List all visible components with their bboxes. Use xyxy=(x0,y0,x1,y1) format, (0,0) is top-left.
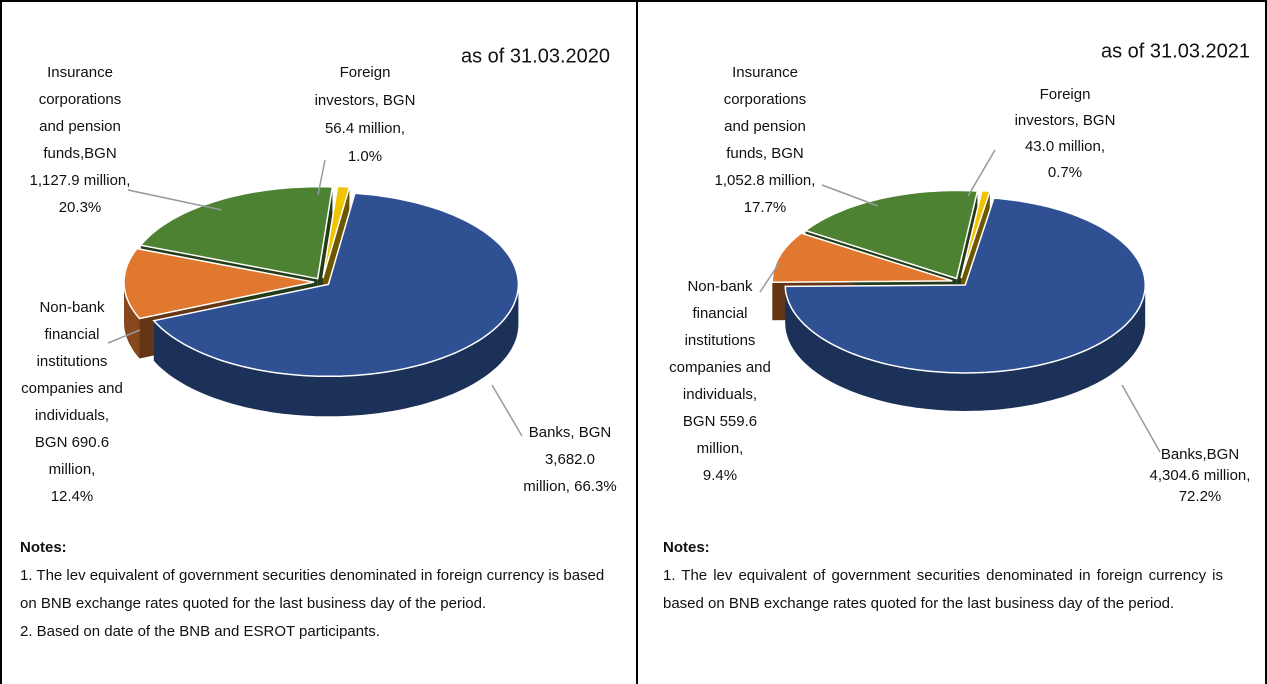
data-label: 12.4% xyxy=(51,488,94,505)
data-label: and pension xyxy=(724,118,806,135)
data-label: 0.7% xyxy=(1048,164,1082,181)
data-label: companies and xyxy=(669,359,771,376)
data-label: financial xyxy=(44,326,99,343)
data-label: Foreign xyxy=(340,64,391,81)
slice-side xyxy=(153,284,519,417)
chart-title: as of 31.03.2021 xyxy=(1101,40,1250,62)
data-label: BGN 690.6 xyxy=(35,434,109,451)
data-label: 72.2% xyxy=(1179,488,1222,505)
data-label: Banks,BGN xyxy=(1161,446,1239,463)
chart-title: as of 31.03.2020 xyxy=(461,45,610,67)
data-label: 1,127.9 million, xyxy=(30,172,131,189)
notes-title: Notes: xyxy=(20,539,67,556)
slice xyxy=(803,189,979,280)
data-label: investors, BGN xyxy=(315,92,416,109)
data-label: corporations xyxy=(724,91,807,108)
data-label: million, xyxy=(697,440,744,457)
note: 2. Based on date of the BNB and ESROT pa… xyxy=(20,623,380,640)
data-label: 20.3% xyxy=(59,199,102,216)
data-label: financial xyxy=(692,305,747,322)
notes-right: Notes: 1. The lev equivalent of governme… xyxy=(663,534,1223,618)
data-label: 9.4% xyxy=(703,467,737,484)
leader-line xyxy=(1121,384,1161,453)
data-label: individuals, xyxy=(35,407,109,424)
data-label: Banks, BGN xyxy=(529,424,612,441)
data-label: Non-bank xyxy=(687,278,753,295)
slice xyxy=(123,247,315,320)
data-label: funds, BGN xyxy=(726,145,804,162)
data-label: and pension xyxy=(39,118,121,135)
slice xyxy=(139,185,334,280)
slice xyxy=(152,192,520,378)
leader-line xyxy=(107,329,141,344)
slice-side xyxy=(785,285,1146,411)
leader-line xyxy=(317,159,326,196)
data-label: 56.4 million, xyxy=(325,120,405,137)
slice xyxy=(784,197,1146,374)
note: 1. The lev equivalent of government secu… xyxy=(663,567,1223,612)
slice xyxy=(771,232,953,284)
data-label: institutions xyxy=(685,332,756,349)
data-label: 17.7% xyxy=(744,199,787,216)
slice xyxy=(960,189,991,279)
data-label: Non-bank xyxy=(39,299,105,316)
note: 1. The lev equivalent of government secu… xyxy=(20,567,605,612)
data-label: Insurance xyxy=(732,64,798,81)
data-label: 4,304.6 million, xyxy=(1150,467,1251,484)
data-label: institutions xyxy=(37,353,108,370)
leader-line xyxy=(127,189,223,211)
data-label: 3,682.0 xyxy=(545,451,595,468)
slice xyxy=(322,185,351,279)
data-label: individuals, xyxy=(683,386,757,403)
data-label: 1.0% xyxy=(348,148,382,165)
data-label: million, xyxy=(49,461,96,478)
data-label: funds,BGN xyxy=(43,145,116,162)
data-label: BGN 559.6 xyxy=(683,413,757,430)
data-label: investors, BGN xyxy=(1015,112,1116,129)
data-label: Foreign xyxy=(1040,86,1091,103)
notes-left: Notes: 1. The lev equivalent of governme… xyxy=(20,534,620,646)
data-label: Insurance xyxy=(47,64,113,81)
data-label: million, 66.3% xyxy=(523,478,616,495)
leader-line xyxy=(759,261,781,293)
data-label: 43.0 million, xyxy=(1025,138,1105,155)
data-label: companies and xyxy=(21,380,123,397)
leader-line xyxy=(967,149,996,197)
data-label: 1,052.8 million, xyxy=(715,172,816,189)
notes-title: Notes: xyxy=(663,539,710,556)
leader-line xyxy=(821,184,879,207)
data-label: corporations xyxy=(39,91,122,108)
leader-line xyxy=(491,384,523,437)
